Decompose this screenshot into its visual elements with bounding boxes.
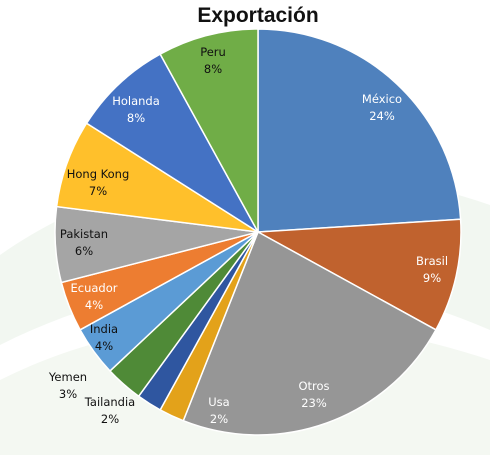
slice-percent: 8%: [127, 111, 145, 125]
slice-percent: 24%: [369, 109, 395, 123]
pie-slice-peru: [159, 28, 259, 233]
pie-slice-brasil: [255, 218, 462, 331]
slice-percent: 23%: [301, 396, 327, 410]
slice-label-holanda: Holanda 8%: [112, 94, 160, 125]
slice-name: México: [362, 92, 402, 106]
slice-name: Usa: [208, 395, 229, 409]
slice-percent: 6%: [75, 244, 93, 258]
slice-label-pakistan: Pakistan 6%: [60, 227, 108, 258]
slice-name: Ecuador: [71, 281, 118, 295]
slice-name: Yemen: [48, 370, 87, 384]
slice-label-usa: Usa 2%: [208, 395, 229, 426]
slice-label-india: India 4%: [90, 322, 118, 353]
slice-percent: 7%: [89, 184, 107, 198]
slice-label-hong-kong: Hong Kong 7%: [67, 167, 130, 198]
slice-label-peru: Peru 8%: [200, 45, 226, 76]
pie-slice-otros: [182, 230, 437, 436]
slice-label-tailandia: Tailandia 2%: [84, 395, 135, 426]
slice-name: Otros: [298, 379, 329, 393]
slice-label-m-xico: México 24%: [362, 92, 402, 123]
slice-name: India: [90, 322, 118, 336]
pie-labels: México 24% Brasil 9% Otros 23% Usa 2% Tailandia 2…: [48, 45, 448, 426]
pie-slice-holanda: [85, 53, 259, 233]
slice-percent: 2%: [101, 412, 119, 426]
slice-percent: 8%: [204, 62, 222, 76]
pie-slice-m-xico: [257, 28, 462, 233]
slice-name: Holanda: [112, 94, 160, 108]
slice-label-ecuador: Ecuador 4%: [71, 281, 118, 312]
slice-name: Pakistan: [60, 227, 108, 241]
chart-title: Exportación: [197, 4, 319, 27]
pie-slices: [54, 28, 462, 436]
slice-name: Peru: [200, 45, 226, 59]
slice-label-yemen: Yemen 3%: [48, 370, 87, 401]
slice-label-brasil: Brasil 9%: [416, 254, 448, 285]
slice-name: Brasil: [416, 254, 448, 268]
slice-name: Hong Kong: [67, 167, 130, 181]
slice-percent: 9%: [423, 271, 441, 285]
slice-percent: 4%: [95, 339, 113, 353]
slice-label-otros: Otros 23%: [298, 379, 329, 410]
slice-name: Tailandia: [84, 395, 135, 409]
slice-percent: 2%: [210, 412, 228, 426]
slice-percent: 3%: [59, 387, 77, 401]
slice-percent: 4%: [85, 298, 103, 312]
